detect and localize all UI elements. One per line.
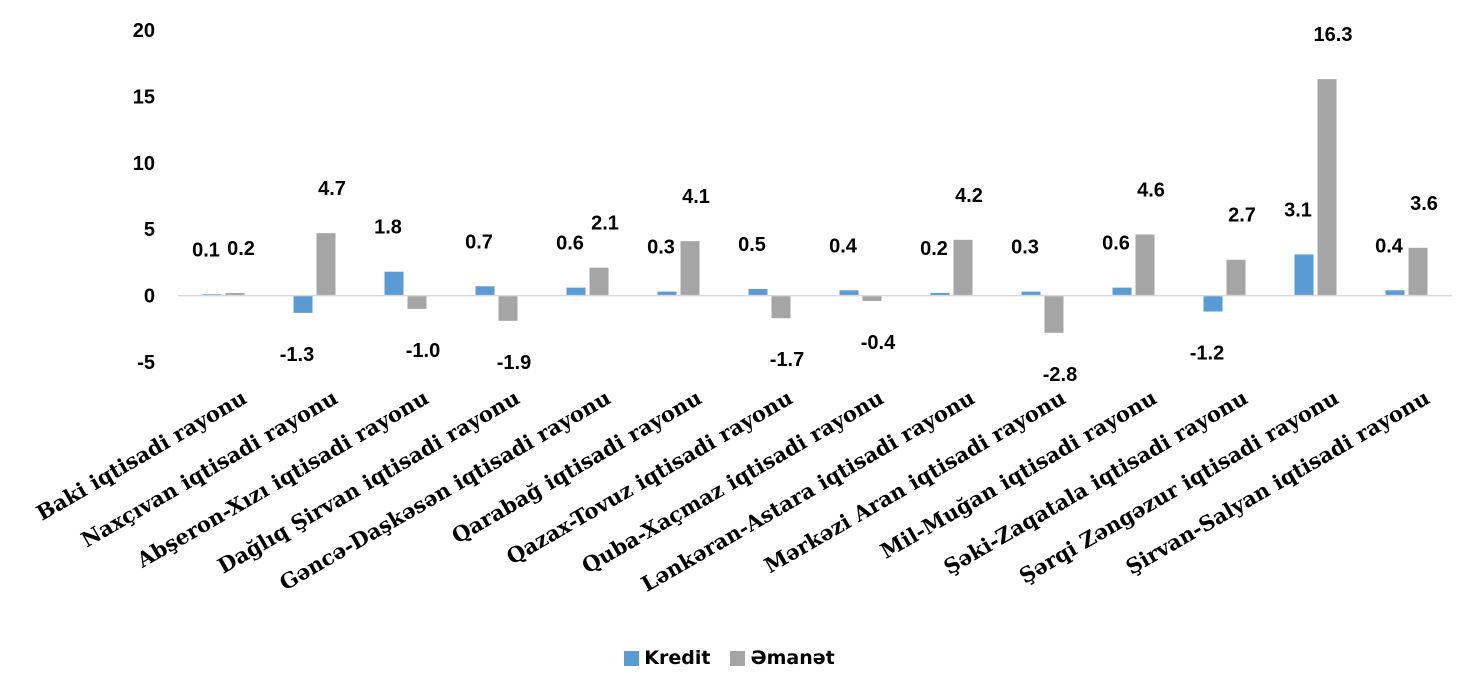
legend-label-emanet: Əmanət <box>750 647 835 669</box>
bar-kredit <box>1294 254 1314 296</box>
bar-emanet <box>953 239 973 296</box>
bar-kredit <box>1203 295 1223 312</box>
y-tick-label: 10 <box>133 153 155 175</box>
legend-label-kredit: Kredit <box>644 647 711 669</box>
data-label-emanet: -1.7 <box>770 349 804 371</box>
data-label-kredit: 1.8 <box>374 217 402 239</box>
data-label-emanet: 0.2 <box>227 238 255 260</box>
bar-emanet <box>1317 79 1337 296</box>
legend-item-kredit: Kredit <box>624 647 710 669</box>
bar-emanet <box>1135 234 1155 296</box>
bar-kredit <box>930 292 950 296</box>
data-label-emanet: 2.7 <box>1228 205 1256 227</box>
data-label-emanet: -1.9 <box>497 352 531 374</box>
data-label-kredit: 0.3 <box>1011 237 1039 259</box>
data-label-emanet: 16.3 <box>1314 24 1353 46</box>
bar-emanet <box>1226 259 1246 296</box>
data-label-kredit: 0.4 <box>829 235 858 257</box>
data-label-kredit: 3.1 <box>1284 199 1312 221</box>
bars <box>202 79 1428 333</box>
data-label-emanet: -1.0 <box>406 340 440 362</box>
data-label-emanet: 4.2 <box>955 185 983 207</box>
x-tick-label: Gəncə-Daşkəsən iqtisadi rayonu <box>275 385 615 596</box>
y-tick-label: 20 <box>133 20 155 42</box>
y-tick-label: -5 <box>137 352 155 374</box>
y-tick-label: 5 <box>144 219 155 241</box>
data-label-kredit: 0.1 <box>192 239 220 261</box>
bar-kredit <box>475 286 495 296</box>
data-label-kredit: -1.3 <box>280 344 314 366</box>
bar-kredit <box>566 287 586 296</box>
data-labels: 0.1 -1.3 1.8 0.7 0.6 0.3 0.5 0.4 0.2 0.3 0.6 -1.2 3.… <box>192 24 1438 386</box>
legend-swatch-kredit <box>624 650 640 666</box>
bar-emanet <box>680 241 700 296</box>
bar-emanet <box>1408 247 1428 296</box>
data-label-emanet: 4.1 <box>682 186 710 208</box>
bar-emanet <box>771 295 791 319</box>
bar-emanet <box>862 295 882 301</box>
data-label-emanet: 4.7 <box>318 178 346 200</box>
legend-item-emanet: Əmanət <box>730 647 835 669</box>
data-label-kredit: 0.7 <box>465 231 493 253</box>
bar-kredit <box>748 288 768 296</box>
bar-emanet <box>225 292 245 296</box>
data-label-emanet: -0.4 <box>861 332 896 354</box>
bar-kredit <box>384 271 404 296</box>
data-label-kredit: -1.2 <box>1190 343 1224 365</box>
bar-kredit <box>839 290 859 296</box>
data-label-kredit: 0.5 <box>738 234 766 256</box>
data-label-emanet: 2.1 <box>591 213 619 235</box>
bar-kredit <box>293 295 313 313</box>
bar-emanet <box>316 233 336 296</box>
y-axis: 20 15 10 5 0 -5 <box>133 20 155 374</box>
data-label-emanet: 4.6 <box>1137 180 1165 202</box>
bar-emanet <box>498 295 518 321</box>
bar-emanet <box>589 267 609 296</box>
bar-emanet <box>1044 295 1064 333</box>
data-label-kredit: 0.6 <box>1102 233 1130 255</box>
data-label-kredit: 0.2 <box>920 238 948 260</box>
data-label-kredit: 0.4 <box>1375 235 1404 257</box>
bar-kredit <box>1112 287 1132 296</box>
data-label-kredit: 0.3 <box>647 237 675 259</box>
data-label-emanet: -2.8 <box>1043 364 1077 386</box>
bar-emanet <box>407 295 427 309</box>
legend: Kredit Əmanət <box>0 645 1459 671</box>
data-label-emanet: 3.6 <box>1410 193 1438 215</box>
bar-kredit <box>1021 291 1041 296</box>
y-tick-label: 15 <box>133 86 155 108</box>
bar-kredit <box>657 291 677 296</box>
legend-swatch-emanet <box>730 650 746 666</box>
y-tick-label: 0 <box>144 286 155 308</box>
bar-kredit <box>1385 290 1405 296</box>
data-label-kredit: 0.6 <box>556 233 584 255</box>
